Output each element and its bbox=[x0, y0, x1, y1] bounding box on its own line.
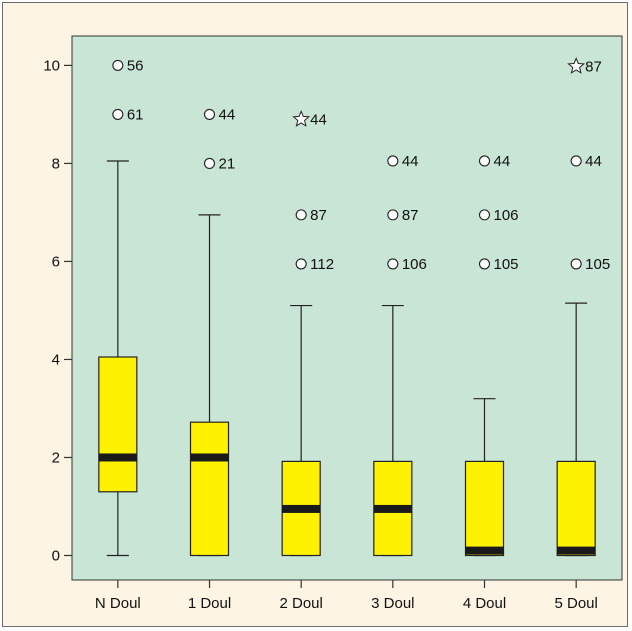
outlier: 106 bbox=[387, 256, 427, 273]
outlier-circle-marker bbox=[387, 258, 399, 270]
box-plot-5-doul bbox=[556, 302, 596, 557]
outlier: 112 bbox=[295, 256, 334, 273]
x-tick-label: 4 Doul bbox=[463, 595, 506, 612]
x-tick-label: N Doul bbox=[95, 595, 141, 612]
median-bar bbox=[373, 504, 412, 513]
outlier: 44 bbox=[387, 153, 419, 170]
x-tick-label: 3 Doul bbox=[371, 595, 414, 612]
outlier-circle-marker bbox=[295, 258, 307, 270]
iqr-box bbox=[464, 460, 505, 557]
outlier-circle-marker bbox=[478, 155, 491, 167]
box-plot-2-doul bbox=[281, 304, 321, 557]
box-plot-n-doul bbox=[98, 160, 138, 557]
iqr-box bbox=[556, 460, 596, 557]
x-tick-label: 1 Doul bbox=[188, 595, 231, 612]
y-tick-label: 8 bbox=[52, 155, 60, 172]
outlier-label: 87 bbox=[402, 207, 419, 224]
outlier-circle-marker bbox=[478, 258, 491, 270]
outlier-label: 106 bbox=[402, 256, 427, 273]
outlier: 21 bbox=[203, 155, 236, 172]
outliers: 56 61 44 21 44 87 112 44 87 106 44 106 105 87 44 105 bbox=[112, 57, 610, 273]
median-bar bbox=[98, 453, 137, 462]
outlier: 87 bbox=[295, 207, 327, 224]
outlier-circle-marker bbox=[570, 258, 582, 270]
y-tick-label: 4 bbox=[52, 351, 60, 368]
median-bar bbox=[282, 504, 321, 513]
outlier: 87 bbox=[567, 57, 602, 75]
outlier: 105 bbox=[570, 256, 610, 273]
y-tick-label: 0 bbox=[52, 547, 60, 564]
outlier-label: 21 bbox=[219, 155, 236, 172]
outlier-circle-marker bbox=[203, 157, 216, 169]
y-tick-label: 10 bbox=[43, 57, 60, 74]
outlier-circle-marker bbox=[478, 209, 491, 221]
outlier-circle-marker bbox=[387, 209, 399, 221]
outlier: 44 bbox=[203, 106, 236, 123]
box-plot-3-doul bbox=[373, 304, 413, 557]
outlier-circle-marker bbox=[203, 108, 216, 120]
x-tick-label: 2 Doul bbox=[279, 595, 322, 612]
outlier-circle-marker bbox=[570, 155, 582, 167]
outlier-label: 56 bbox=[127, 57, 144, 74]
box-plots bbox=[98, 160, 596, 557]
box-plot-1-doul bbox=[189, 214, 230, 557]
median-bar bbox=[190, 453, 229, 462]
x-tick-label: 5 Doul bbox=[554, 595, 597, 612]
outlier: 87 bbox=[387, 207, 419, 224]
outlier: 105 bbox=[478, 256, 519, 273]
outlier-label: 105 bbox=[494, 256, 519, 273]
outlier-label: 44 bbox=[585, 153, 602, 170]
median-bar bbox=[557, 546, 596, 555]
outlier: 106 bbox=[478, 207, 519, 224]
axes: 0 2 4 6 8 10 N Doul 1 Doul 2 Doul 3 Doul 4 Doul 5 D… bbox=[43, 57, 598, 612]
outlier-label: 44 bbox=[219, 106, 236, 123]
outlier-label: 87 bbox=[585, 58, 602, 75]
outlier-circle-marker bbox=[112, 108, 124, 120]
box-plot-4-doul bbox=[464, 398, 505, 557]
outlier-circle-marker bbox=[387, 155, 399, 167]
outlier-label: 112 bbox=[310, 256, 334, 273]
outlier-label: 44 bbox=[494, 153, 511, 170]
outlier: 44 bbox=[292, 110, 327, 128]
extreme-star-marker bbox=[567, 57, 586, 74]
outlier-label: 44 bbox=[402, 153, 419, 170]
outlier-circle-marker bbox=[112, 59, 124, 71]
iqr-box bbox=[189, 421, 230, 557]
plot-area bbox=[71, 35, 623, 581]
outlier-label: 61 bbox=[127, 106, 144, 123]
median-bar bbox=[465, 546, 504, 555]
outlier-label: 106 bbox=[494, 207, 519, 224]
outlier-label: 87 bbox=[310, 207, 327, 224]
outlier: 44 bbox=[478, 153, 511, 170]
outlier: 44 bbox=[570, 153, 602, 170]
y-tick-label: 6 bbox=[52, 253, 60, 270]
iqr-box bbox=[98, 356, 138, 493]
outlier: 56 bbox=[112, 57, 144, 74]
outlier-label: 44 bbox=[310, 111, 327, 128]
y-tick-label: 2 bbox=[52, 449, 60, 466]
outlier-label: 105 bbox=[585, 256, 610, 273]
outlier: 61 bbox=[112, 106, 144, 123]
extreme-star-marker bbox=[292, 110, 311, 127]
outlier-circle-marker bbox=[295, 209, 307, 221]
